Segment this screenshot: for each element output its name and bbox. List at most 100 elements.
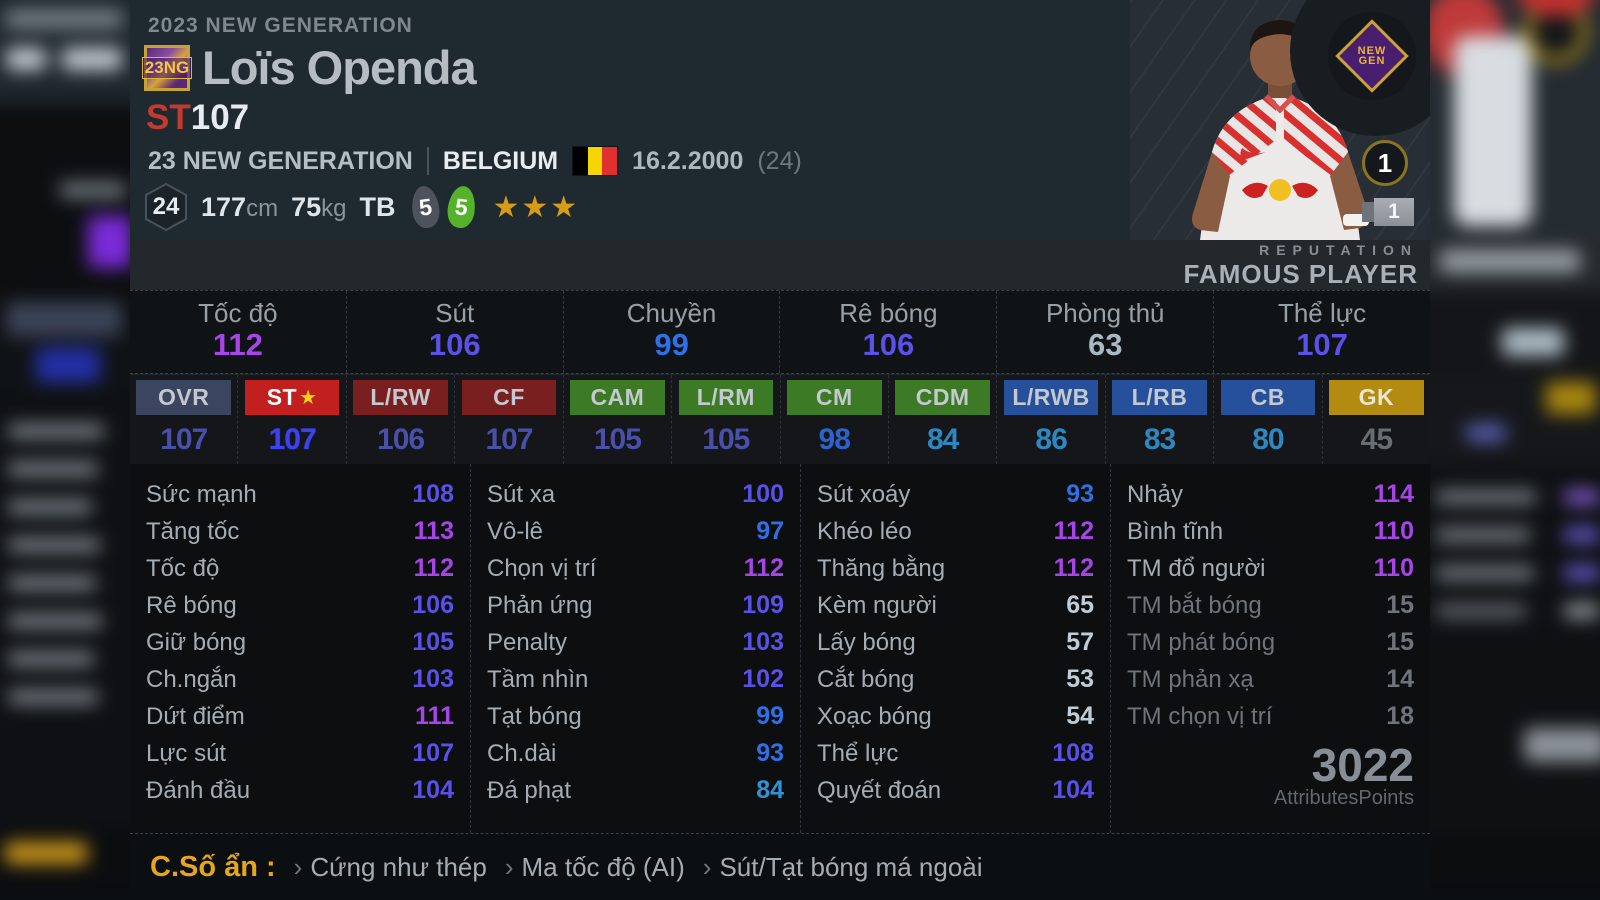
- attribute-value: 103: [742, 628, 784, 656]
- player-name: Loïs Openda: [202, 41, 477, 94]
- attribute-value: 103: [412, 665, 454, 693]
- position-badge: L/RW: [353, 380, 448, 415]
- attribute-label: TM phản xạ: [1127, 665, 1254, 693]
- attribute-row: Phản ứng 109: [487, 587, 784, 624]
- attributes-column-3: Sút xoáy 93 Khéo léo 112 Thăng bằng 112 Kèm ng…: [800, 464, 1110, 833]
- hidden-traits-bar: C.Số ẩn : › Cứng như thép › Ma tốc độ (AI) ›…: [130, 833, 1430, 900]
- main-stat-value: 106: [428, 327, 481, 362]
- main-stat-label: Rê bóng: [839, 298, 938, 328]
- position-rating: 107: [485, 422, 533, 456]
- attribute-row: Giữ bóng 105: [146, 624, 454, 661]
- position-rating: 106: [377, 422, 425, 456]
- position-tab-cam[interactable]: CAM 105: [562, 375, 671, 464]
- attribute-row: Khéo léo 112: [817, 513, 1094, 550]
- attribute-row: Bình tĩnh 110: [1127, 513, 1414, 550]
- season-name: 23 NEW GENERATION: [148, 146, 413, 175]
- attribute-value: 18: [1386, 702, 1414, 730]
- position-label: CB: [1250, 384, 1286, 410]
- attribute-row: Đá phạt 84: [487, 772, 784, 809]
- height-value: 177cm: [201, 191, 279, 222]
- attribute-value: 102: [742, 665, 784, 693]
- attribute-row: Thăng bằng 112: [817, 550, 1094, 587]
- position-tab-cf[interactable]: CF 107: [454, 375, 562, 464]
- background-blur-left: [0, 0, 130, 900]
- position-rating: 105: [702, 422, 750, 456]
- position-overall: ST107: [146, 98, 249, 138]
- attributes-column-2: Sút xa 100 Vô-lê 97 Chọn vị trí 112 Phản ứng 10…: [470, 464, 800, 833]
- position-tab-ovr[interactable]: OVR 107: [130, 375, 237, 464]
- position-tab-cm[interactable]: CM 98: [779, 375, 888, 464]
- age-badge: 24: [144, 183, 188, 231]
- attribute-label: Giữ bóng: [146, 628, 247, 656]
- attribute-value: 15: [1386, 628, 1414, 656]
- hidden-trait-text: Sút/Tạt bóng má ngoài: [719, 851, 983, 882]
- position-tab-st[interactable]: ST ★ 107: [237, 375, 345, 464]
- hidden-traits-label: C.Số ẩn :: [150, 850, 276, 883]
- attribute-value: 54: [1066, 702, 1094, 730]
- position-tab-lrb[interactable]: L/RB 83: [1104, 375, 1213, 464]
- position-label: L/RWB: [1012, 384, 1090, 410]
- position-label: ST: [266, 384, 298, 410]
- attribute-value: 105: [412, 628, 454, 656]
- attribute-value: 57: [1066, 628, 1094, 656]
- attribute-value: 111: [415, 702, 454, 730]
- position-label: L/RM: [696, 384, 755, 410]
- collection-title: 2023 NEW GENERATION: [148, 14, 413, 37]
- attribute-value: 109: [742, 591, 784, 619]
- birthdate: 16.2.2000: [632, 146, 744, 175]
- chevron-right-icon: ›: [504, 851, 514, 882]
- attribute-label: Sút xoáy: [817, 480, 911, 508]
- main-stat-1: Tốc độ 112: [130, 291, 346, 373]
- foot-label: TB: [359, 191, 396, 222]
- attribute-value: 53: [1066, 665, 1094, 693]
- newgen-badge-icon: NEW GEN: [1335, 19, 1409, 93]
- position-rating: 98: [818, 422, 851, 456]
- attribute-value: 15: [1386, 591, 1414, 619]
- attribute-value: 108: [412, 480, 454, 508]
- reputation-label: REPUTATION: [1259, 242, 1418, 258]
- hidden-trait-text: Ma tốc độ (AI): [521, 851, 685, 882]
- attribute-label: Nhảy: [1127, 480, 1184, 508]
- weight-unit: kg: [321, 194, 347, 222]
- attribute-row: Xoạc bóng 54: [817, 698, 1094, 735]
- quantity-tag: 1: [1362, 198, 1414, 226]
- attribute-value: 112: [1053, 517, 1094, 545]
- attribute-label: Thăng bằng: [817, 554, 946, 582]
- position-tab-lrm[interactable]: L/RM 105: [671, 375, 779, 464]
- reputation-band: REPUTATION FAMOUS PLAYER: [130, 240, 1430, 290]
- attribute-label: Ch.dài: [487, 739, 557, 767]
- attribute-value: 97: [756, 517, 784, 545]
- attribute-value: 100: [742, 480, 784, 508]
- position-rating: 107: [268, 422, 317, 456]
- position-badge: CF: [461, 380, 557, 415]
- attribute-value: 93: [1066, 480, 1094, 508]
- attribute-value: 104: [1052, 776, 1094, 804]
- main-stat-value: 63: [1087, 327, 1123, 362]
- attribute-row: Chọn vị trí 112: [487, 550, 784, 587]
- position-tab-cb[interactable]: CB 80: [1213, 375, 1321, 464]
- attribute-row: TM bắt bóng 15: [1127, 587, 1414, 624]
- attribute-value: 112: [1053, 554, 1094, 582]
- attribute-value: 65: [1066, 591, 1094, 619]
- position-tab-lrw[interactable]: L/RW 106: [345, 375, 454, 464]
- position-badge: CAM: [570, 380, 665, 415]
- position-tab-gk[interactable]: GK 45: [1321, 375, 1430, 464]
- attribute-label: Vô-lê: [487, 517, 544, 545]
- position-label: CF: [493, 384, 525, 410]
- attribute-row: Đánh đầu 104: [146, 772, 454, 809]
- main-stat-value: 107: [1296, 327, 1348, 362]
- attributes-grid: Sức mạnh 108 Tăng tốc 113 Tốc độ 112 Rê bóng 10…: [130, 464, 1430, 833]
- main-stat-3: Chuyền 99: [562, 291, 780, 373]
- age-parenthesis: (24): [757, 146, 802, 175]
- main-stat-value: 99: [654, 327, 689, 362]
- attribute-label: TM bắt bóng: [1127, 591, 1262, 619]
- newgen-badge-circle: NEW GEN: [1328, 12, 1416, 100]
- attribute-label: Sức mạnh: [146, 480, 257, 508]
- attribute-value: 114: [1373, 480, 1414, 508]
- position-label: OVR: [158, 384, 210, 410]
- tag-count: 1: [1374, 198, 1414, 226]
- position-tab-lrwb[interactable]: L/RWB 86: [996, 375, 1104, 464]
- attribute-value: 106: [412, 591, 454, 619]
- best-position-star-icon: ★: [299, 387, 318, 409]
- position-tab-cdm[interactable]: CDM 84: [887, 375, 996, 464]
